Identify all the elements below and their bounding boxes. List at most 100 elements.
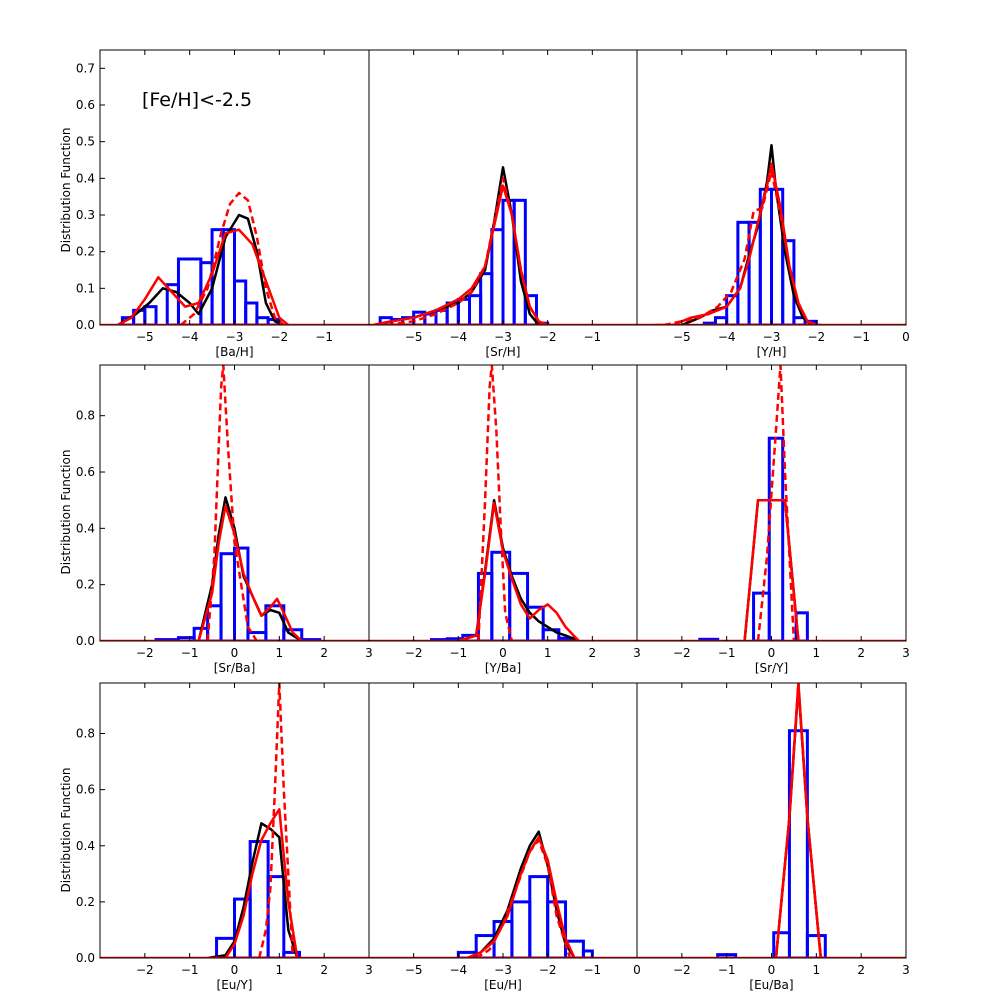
plot-area-ba-h [100,191,369,325]
hist-bar-sr-y-4 [767,436,785,641]
series-red-eu-y [207,808,299,958]
series-red-y-ba [457,501,580,641]
xtick-label-eu-y-2: 0 [231,963,239,977]
series-red-dashed-sr-ba [206,365,258,641]
xlabel-y-h: [Y/H] [757,345,787,359]
ytick-label-ba-h-4: 0.4 [76,171,95,185]
ytick-label-ba-h-1: 0.1 [76,281,95,295]
hist-bar-sr-ba-4 [219,552,237,641]
series-black-sr-ba [180,496,303,641]
xtick-label-eu-y-4: 2 [320,963,328,977]
xtick-label-eu-y-5: 3 [365,963,373,977]
hist-bar-ba-h-9 [233,279,248,325]
axes-frame-y-ba [368,364,638,642]
xtick-label-sr-y-5: 3 [902,646,910,660]
series-black-eu-y [207,822,299,958]
xtick-label-y-h-1: −4 [718,330,736,344]
xtick-label-sr-ba-1: −1 [181,646,199,660]
plot-area-eu-ba [637,683,906,958]
series-red-dashed-eu-y [257,683,295,958]
xtick-label-eu-h-5: 0 [633,963,641,977]
ytick-label-eu-y-0: 0.0 [76,951,95,965]
ytick-label-eu-y-4: 0.8 [76,727,95,741]
series-red-dashed-eu-h [475,838,572,958]
xtick-label-eu-h-0: −5 [405,963,423,977]
hist-bar-ba-h-2 [143,305,158,325]
hist-bar-sr-h-9 [479,272,494,325]
plot-area-sr-ba [100,365,369,641]
xtick-label-y-h-4: −1 [852,330,870,344]
ytick-label-ba-h-6: 0.6 [76,98,95,112]
panel-y-ba: −2 −1 0 1 2 3 [Y/Ba] [368,364,641,675]
xlabel-sr-ba: [Sr/Ba] [214,661,256,675]
panel-sr-h: −5 −4 −3 −2 −1 [Sr/H] [368,49,638,359]
ytick-label-eu-y-2: 0.4 [76,839,95,853]
xtick-label-y-ba-0: −2 [405,646,423,660]
axes-frame-eu-h [368,682,638,959]
panels-group: −5 −4 −3 −2 −1 0.0 0.1 0.2 0.3 0.4 0.5 0.6 0.7 [Ba/H]… [76,49,910,992]
ytick-label-sr-ba-0: 0.0 [76,634,95,648]
series-black-ba-h [117,213,285,325]
ytick-label-sr-ba-2: 0.4 [76,521,95,535]
ytick-label-sr-ba-4: 0.8 [76,409,95,423]
xlabel-eu-h: [Eu/H] [484,978,522,992]
ytick-label-ba-h-2: 0.2 [76,245,95,259]
xlabel-eu-ba: [Eu/Ba] [749,978,793,992]
xtick-label-y-ba-5: 3 [633,646,641,660]
ytick-label-eu-y-3: 0.6 [76,783,95,797]
xtick-label-eu-h-2: −3 [494,963,512,977]
xtick-label-ba-h-1: −4 [181,330,199,344]
series-red-eu-ba [774,683,823,958]
ytick-label-sr-ba-1: 0.2 [76,578,95,592]
series-black-eu-h [466,830,576,958]
plot-area-sr-h [369,166,637,325]
xtick-label-sr-h-4: −1 [583,330,601,344]
series-red-dashed-ba-h [179,191,285,325]
hist-bar-ba-h-8 [221,228,237,325]
xtick-label-sr-ba-3: 1 [276,646,284,660]
xtick-label-eu-ba-2: 0 [768,963,776,977]
xtick-label-eu-h-1: −4 [449,963,467,977]
xtick-label-eu-h-3: −2 [539,963,557,977]
xtick-label-eu-ba-5: 3 [902,963,910,977]
plot-area-y-ba [369,365,637,641]
xtick-label-eu-h-4: −1 [583,963,601,977]
panel-ba-h: −5 −4 −3 −2 −1 0.0 0.1 0.2 0.3 0.4 0.5 0.6 0.7 [Ba/H] [76,49,370,359]
plot-area-eu-h [369,830,637,958]
ytick-label-ba-h-7: 0.7 [76,61,95,75]
hist-bar-eu-h-3 [510,900,532,958]
xtick-label-y-h-5: 0 [902,330,910,344]
xtick-label-sr-h-1: −4 [449,330,467,344]
series-red-y-h [654,162,817,325]
hist-bar-sr-h-10 [490,228,505,325]
xtick-label-sr-ba-4: 2 [320,646,328,660]
panel-y-h: −5 −4 −3 −2 −1 0 [Y/H] [636,49,910,359]
xtick-label-sr-h-3: −2 [539,330,557,344]
ytick-label-ba-h-3: 0.3 [76,208,95,222]
xtick-label-eu-ba-1: −1 [718,963,736,977]
ytick-label-ba-h-0: 0.0 [76,318,95,332]
annotation-feh: [Fe/H]<-2.5 [142,89,252,111]
xtick-label-sr-y-2: 0 [768,646,776,660]
xtick-label-sr-ba-2: 0 [231,646,239,660]
hist-bar-ba-h-10 [244,301,259,325]
xtick-label-y-h-2: −3 [763,330,781,344]
xtick-label-sr-y-0: −2 [673,646,691,660]
xlabel-sr-h: [Sr/H] [486,345,521,359]
xtick-label-y-h-3: −2 [807,330,825,344]
panel-sr-y: −2 −1 0 1 2 3 [Sr/Y] [636,364,910,675]
xlabel-eu-y: [Eu/Y] [217,978,253,992]
series-black-y-h [681,144,821,325]
series-red-sr-h [373,184,549,325]
xlabel-ba-h: [Ba/H] [215,345,253,359]
axes-frame-eu-ba [636,682,907,959]
hist-bar-eu-h-4 [528,875,550,958]
xlabel-y-ba: [Y/Ba] [485,661,521,675]
series-red-eu-h [466,836,576,958]
xtick-label-eu-ba-3: 1 [813,963,821,977]
panel-eu-h: −5 −4 −3 −2 −1 0 [Eu/H] [368,682,641,992]
series-red-dashed-y-h [663,169,817,325]
xtick-label-y-ba-1: −1 [449,646,467,660]
xtick-label-y-h-0: −5 [673,330,691,344]
xtick-label-y-ba-3: 1 [544,646,552,660]
